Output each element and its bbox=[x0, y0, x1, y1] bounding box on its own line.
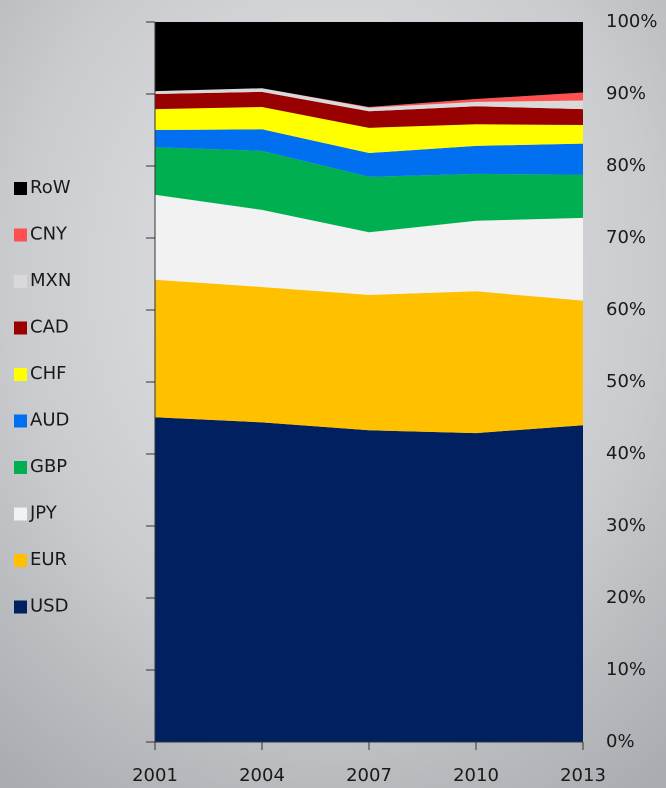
area bbox=[155, 279, 583, 434]
y-tick-label: 80% bbox=[606, 155, 646, 176]
x-tick-label: 2007 bbox=[346, 765, 392, 786]
legend-swatch bbox=[14, 228, 27, 242]
y-tick-label: 40% bbox=[606, 443, 646, 464]
legend-label: RoW bbox=[30, 177, 71, 198]
x-tick-label: 2013 bbox=[560, 765, 606, 786]
y-tick-label: 50% bbox=[606, 371, 646, 392]
legend-swatch bbox=[14, 275, 27, 288]
y-tick-label: 30% bbox=[606, 515, 646, 536]
x-tick-label: 2001 bbox=[132, 765, 178, 786]
legend-swatch bbox=[14, 600, 27, 614]
legend-label: GBP bbox=[30, 456, 67, 477]
legend-swatch bbox=[14, 414, 27, 428]
y-tick-label: 70% bbox=[606, 227, 646, 248]
y-tick-label: 60% bbox=[606, 299, 646, 320]
area bbox=[155, 106, 583, 154]
y-tick-label: 10% bbox=[606, 659, 646, 680]
legend-swatch bbox=[14, 182, 27, 195]
area bbox=[155, 91, 583, 128]
legend-label: JPY bbox=[29, 503, 58, 524]
y-tick-label: 20% bbox=[606, 587, 646, 608]
area bbox=[155, 147, 583, 233]
legend-swatch bbox=[14, 321, 27, 335]
y-tick-label: 90% bbox=[606, 83, 646, 104]
area bbox=[155, 88, 583, 112]
y-tick-label: 0% bbox=[606, 731, 635, 752]
y-tick-label: 100% bbox=[606, 11, 657, 32]
legend-label: CAD bbox=[30, 317, 69, 338]
legend-label: USD bbox=[30, 596, 68, 617]
legend-label: AUD bbox=[30, 410, 69, 431]
area bbox=[155, 22, 583, 107]
area bbox=[155, 129, 583, 177]
legend-swatch bbox=[14, 368, 27, 381]
x-tick-label: 2010 bbox=[453, 765, 499, 786]
x-tick-label: 2004 bbox=[239, 765, 285, 786]
legend-swatch bbox=[14, 507, 27, 521]
legend-swatch bbox=[14, 461, 27, 474]
area bbox=[155, 417, 583, 742]
area bbox=[155, 194, 583, 301]
legend-label: EUR bbox=[30, 549, 67, 570]
legend-label: CHF bbox=[30, 363, 66, 384]
area bbox=[155, 88, 583, 108]
legend-swatch bbox=[14, 554, 27, 567]
legend-label: MXN bbox=[30, 270, 71, 291]
legend-label: CNY bbox=[30, 224, 68, 245]
